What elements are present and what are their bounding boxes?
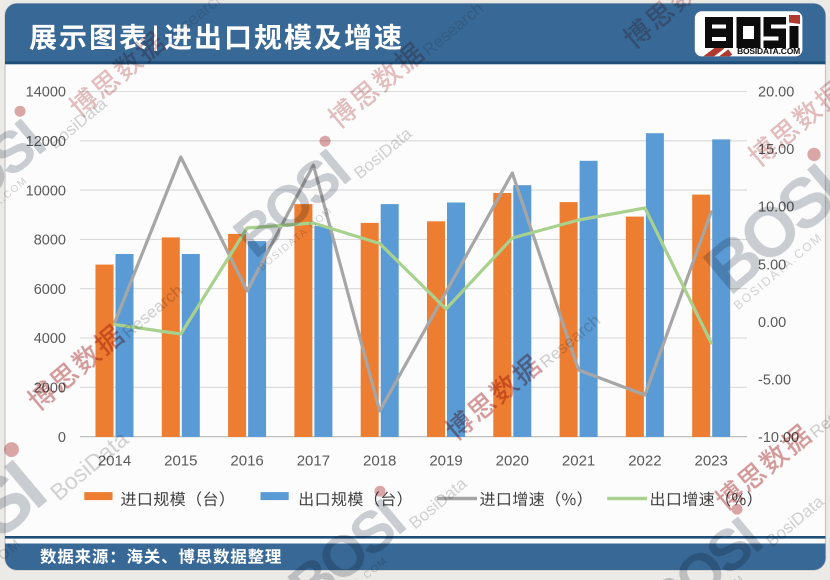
- svg-text:2019: 2019: [429, 453, 462, 470]
- svg-text:10000: 10000: [26, 183, 66, 199]
- svg-text:2016: 2016: [230, 453, 263, 470]
- svg-text:20.00: 20.00: [758, 85, 794, 101]
- svg-text:2018: 2018: [363, 453, 396, 470]
- svg-text:0: 0: [58, 430, 66, 446]
- svg-text:2017: 2017: [297, 453, 330, 470]
- svg-text:2022: 2022: [628, 453, 661, 470]
- svg-text:6000: 6000: [34, 282, 66, 298]
- svg-text:2015: 2015: [164, 453, 197, 470]
- svg-text:-5.00: -5.00: [758, 372, 791, 388]
- svg-text:BOSIDATA.COM: BOSIDATA.COM: [737, 46, 800, 56]
- svg-text:8000: 8000: [34, 233, 66, 249]
- svg-text:2023: 2023: [695, 453, 728, 470]
- svg-text:2021: 2021: [562, 453, 595, 470]
- svg-text:4000: 4000: [34, 331, 66, 347]
- svg-text:2020: 2020: [496, 453, 529, 470]
- svg-text:0.00: 0.00: [758, 315, 786, 331]
- svg-text:14000: 14000: [26, 85, 66, 101]
